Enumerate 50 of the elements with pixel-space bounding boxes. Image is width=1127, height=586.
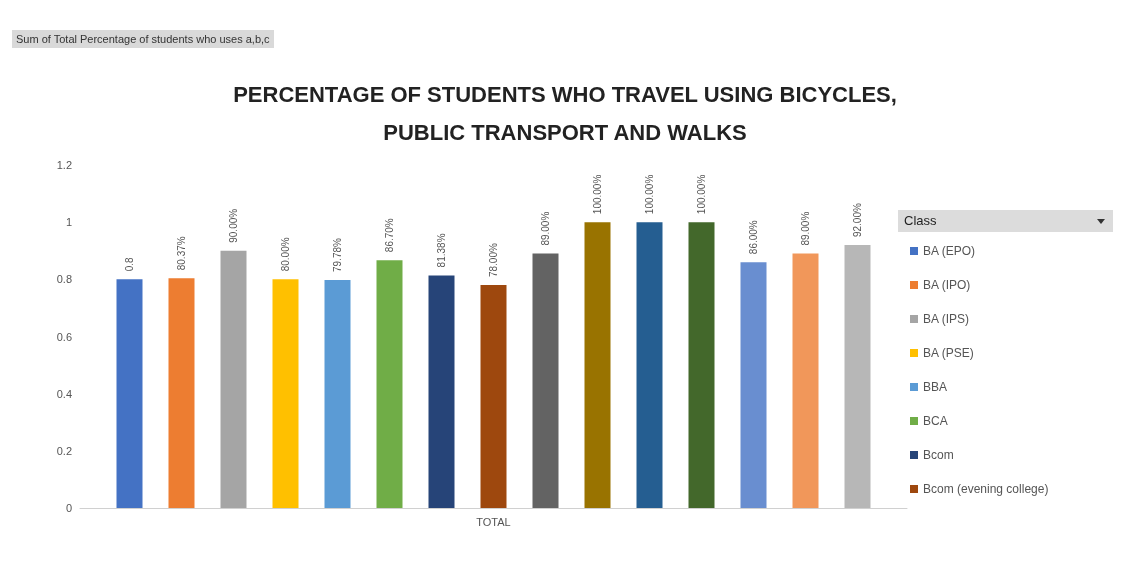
bar (584, 222, 611, 508)
data-label: 78.00% (488, 243, 499, 278)
chart-title: PERCENTAGE OF STUDENTS WHO TRAVEL USING BICYCLES,PUBLIC TRANSPORT AND WALKS (233, 81, 897, 145)
bar (220, 250, 247, 508)
data-label: 0.8 (124, 256, 135, 272)
data-label: 92.00% (852, 203, 863, 238)
bar (272, 279, 299, 508)
bar (480, 285, 507, 508)
legend-label: BA (IPS) (923, 312, 970, 326)
bar (636, 222, 663, 508)
x-tick-label: TOTAL (476, 515, 511, 528)
y-tick-label: 0.8 (56, 273, 72, 286)
bar (428, 275, 455, 508)
legend-label: BCA (923, 414, 948, 428)
data-label: 89.00% (800, 211, 811, 246)
y-tick-label: 1.2 (56, 159, 72, 171)
legend-title: Class (904, 213, 937, 228)
bar (844, 245, 871, 508)
data-label: 86.00% (748, 220, 759, 255)
data-label: 90.00% (228, 208, 239, 243)
dropdown-field: Class (898, 210, 1113, 232)
data-label: 79.78% (332, 237, 343, 272)
y-tick-label: 1 (65, 216, 72, 229)
data-label: 80.00% (280, 237, 291, 272)
bar (324, 279, 351, 508)
data-label: 100.00% (644, 174, 655, 215)
data-label: 100.00% (592, 174, 603, 215)
legend-label: BA (EPO) (923, 244, 976, 258)
y-tick-label: 0.4 (56, 387, 72, 400)
bar (688, 222, 715, 508)
y-tick-label: 0 (65, 502, 72, 514)
bar (740, 262, 767, 508)
field-button: Sum of Total Percentage of students who uses a,b,c (12, 30, 274, 48)
data-label: 80.37% (176, 236, 187, 271)
data-label: 100.00% (696, 174, 707, 215)
legend-label: Bcom (923, 448, 954, 462)
legend-label: BA (IPO) (923, 278, 971, 292)
y-tick-label: 0.2 (56, 444, 72, 457)
legend-label: BBA (923, 380, 948, 394)
bar (168, 278, 195, 508)
bar (116, 279, 143, 508)
legend-label: Bcom (evening college) (923, 482, 1049, 496)
legend-label: BA (PSE) (923, 346, 974, 360)
data-label: 89.00% (540, 211, 551, 246)
bar (376, 260, 403, 508)
bar (792, 253, 819, 508)
data-label: 81.38% (436, 233, 447, 268)
data-label: 86.70% (384, 218, 395, 253)
bar (532, 253, 559, 508)
y-tick-label: 0.6 (56, 330, 72, 343)
